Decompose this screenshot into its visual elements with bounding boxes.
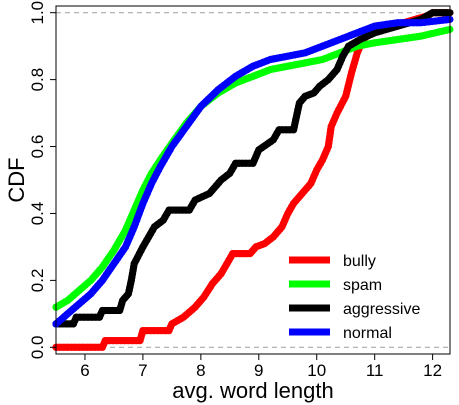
y-tick-label: 0.6 xyxy=(28,135,47,159)
data-point-spam xyxy=(442,26,450,34)
y-tick-label: 0.2 xyxy=(28,269,47,293)
x-tick-label: 6 xyxy=(80,361,89,380)
y-tick-label: 0.0 xyxy=(28,335,47,359)
legend-label-spam: spam xyxy=(343,277,382,294)
plot-frame xyxy=(55,5,451,355)
y-tick-label: 0.8 xyxy=(28,68,47,92)
series-layer xyxy=(52,9,454,351)
legend-label-normal: normal xyxy=(343,325,392,342)
reference-lines xyxy=(56,12,450,348)
x-tick-label: 7 xyxy=(138,361,147,380)
y-tick-label: 0.4 xyxy=(28,202,47,226)
series-bully xyxy=(52,9,454,351)
x-tick-label: 11 xyxy=(366,361,384,380)
x-axis-title: avg. word length xyxy=(172,378,333,403)
legend: bully spam aggressive normal xyxy=(289,253,420,342)
x-tick-label: 12 xyxy=(423,361,442,380)
x-tick-label: 10 xyxy=(307,361,326,380)
x-tick-label: 8 xyxy=(196,361,205,380)
x-tick-label: 9 xyxy=(254,361,263,380)
y-tick-label: 1.0 xyxy=(28,1,47,25)
series-aggressive xyxy=(52,9,454,328)
data-point-aggressive xyxy=(442,9,451,17)
legend-label-aggressive: aggressive xyxy=(343,301,420,318)
y-axis-title: CDF xyxy=(4,157,29,202)
series-normal xyxy=(52,15,454,328)
x-axis: 6 7 8 9 10 11 12 xyxy=(80,354,442,380)
legend-label-bully: bully xyxy=(343,253,376,270)
data-point-normal xyxy=(442,16,450,24)
series-line-aggressive xyxy=(52,9,454,328)
y-axis: 0.0 0.2 0.4 0.6 0.8 1.0 xyxy=(28,1,56,359)
